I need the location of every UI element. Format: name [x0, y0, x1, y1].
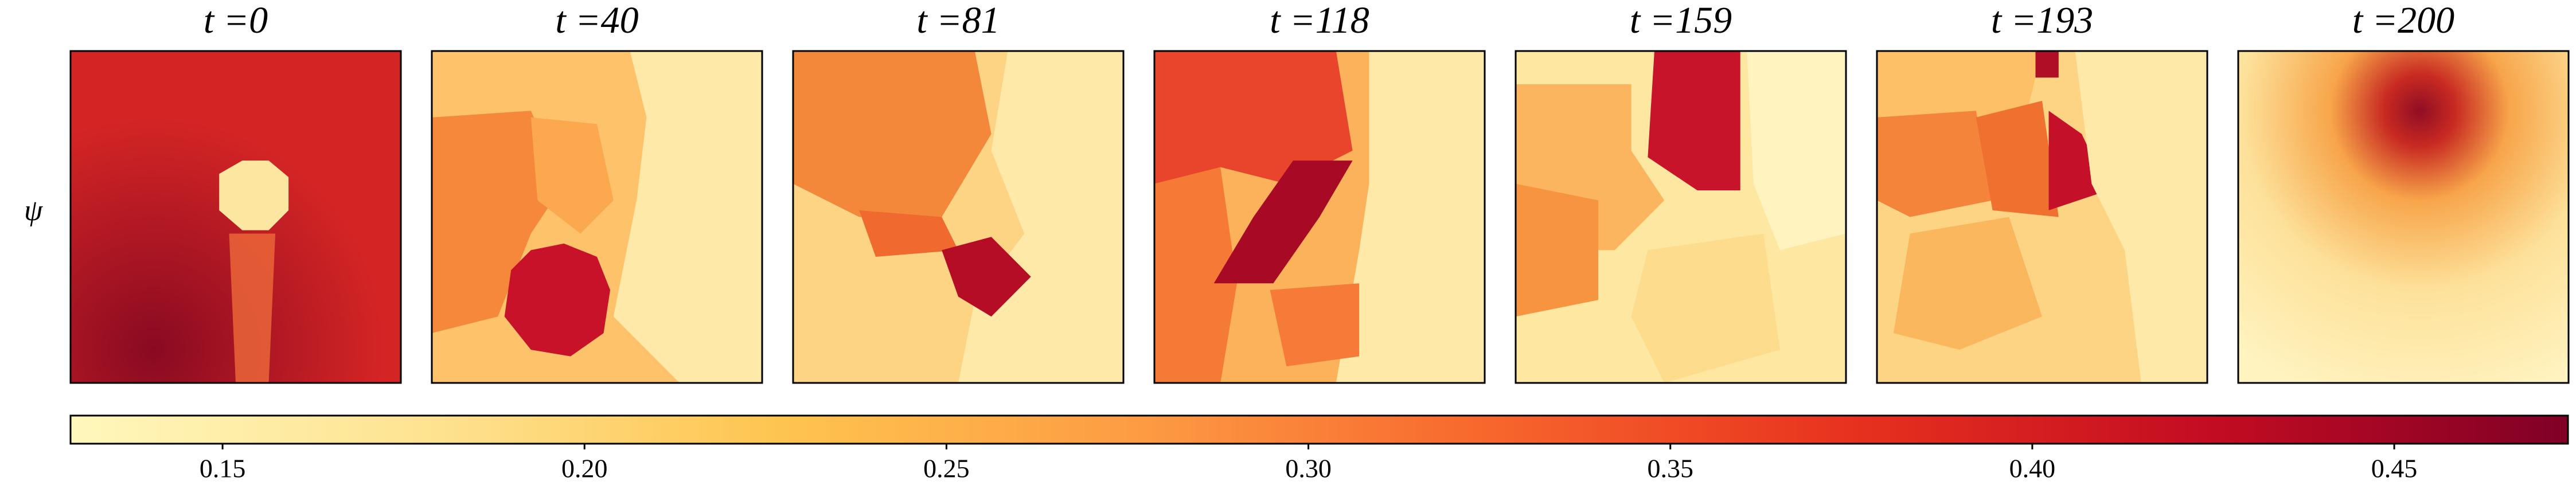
- colorbar-tick-label: 0.25: [923, 454, 970, 483]
- panel-title: t =118: [1270, 0, 1369, 41]
- panel-title: t =81: [916, 0, 1000, 41]
- panel-title: t =200: [2352, 0, 2454, 41]
- colorbar-tick-label: 0.35: [1647, 454, 1693, 483]
- colorbar-tick-label: 0.45: [2371, 454, 2418, 483]
- panel-title: t =193: [1991, 0, 2093, 41]
- panel-frame: [2237, 50, 2570, 384]
- colorbar-tick-label: 0.40: [2009, 454, 2056, 483]
- panel-title: t =0: [204, 0, 268, 41]
- colorbar-frame: [69, 414, 2569, 445]
- panel-frame: [1153, 50, 1486, 384]
- colorbar-tick-label: 0.30: [1285, 454, 1332, 483]
- colorbar-tick-label: 0.20: [561, 454, 608, 483]
- panel-frame: [69, 50, 402, 384]
- panel-frame: [1876, 50, 2208, 384]
- panel-title: t =40: [555, 0, 638, 41]
- heatmap: [793, 51, 1123, 383]
- heatmap: [71, 51, 401, 383]
- panels: [71, 51, 2569, 383]
- panel-frame: [1515, 50, 1847, 384]
- colorbar: [71, 416, 2568, 444]
- panel-title: t =159: [1630, 0, 1732, 41]
- panel-frame: [431, 50, 763, 384]
- heatmap: [432, 51, 762, 383]
- heatmap: [2238, 51, 2569, 383]
- row-label: ψ: [24, 194, 44, 227]
- colorbar-tick-label: 0.15: [200, 454, 246, 483]
- heatmap: [1154, 51, 1485, 383]
- heatmap: [1877, 51, 2207, 383]
- heatmap: [1516, 51, 1846, 383]
- panel-frame: [792, 50, 1125, 384]
